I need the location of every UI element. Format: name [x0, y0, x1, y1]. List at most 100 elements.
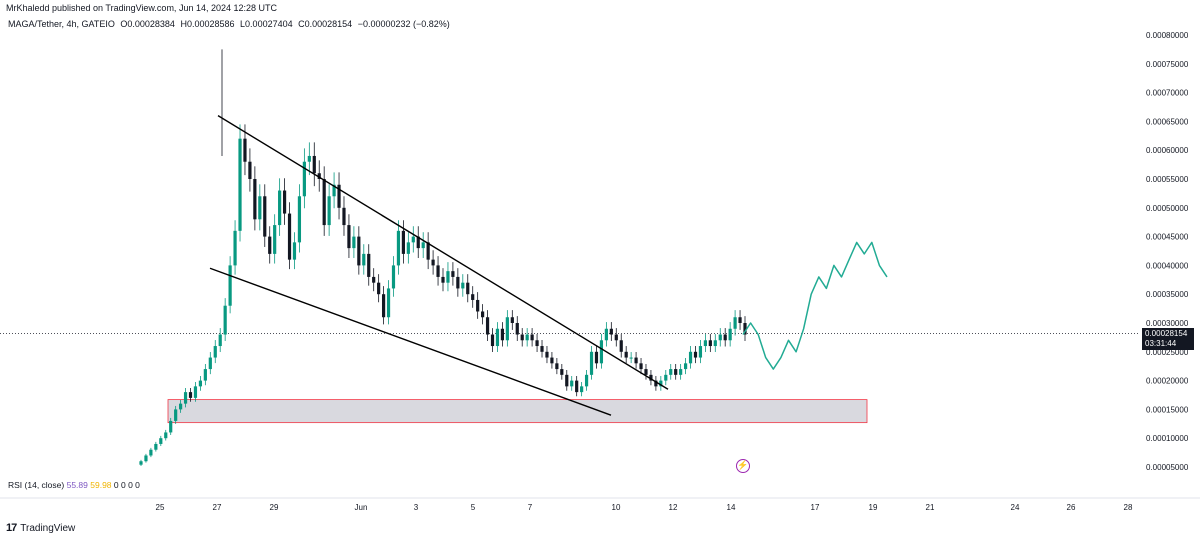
x-tick-label: Jun — [355, 503, 368, 512]
current-price-tag: 0.00028154 03:31:44 — [1142, 328, 1194, 350]
current-price-value: 0.00028154 — [1145, 329, 1188, 338]
candle-body — [733, 317, 737, 329]
candle-body — [659, 380, 663, 387]
x-tick-label: 17 — [811, 503, 820, 512]
candle-body — [421, 242, 425, 249]
y-tick-label: 0.00050000 — [1146, 204, 1189, 213]
candle-body — [664, 374, 668, 381]
lightning-icon[interactable]: ⚡ — [736, 459, 750, 473]
low-value: L0.00027404 — [240, 19, 293, 29]
candle-body — [649, 374, 653, 381]
x-tick-label: 10 — [612, 503, 621, 512]
candle-body — [604, 328, 608, 341]
rsi-legend: RSI (14, close) 55.89 59.98 0 0 0 0 — [8, 480, 140, 490]
candle-body — [159, 438, 163, 444]
rsi-zeros: 0 0 0 0 — [113, 480, 140, 490]
candle-body — [282, 190, 287, 214]
candle-body — [342, 207, 346, 226]
x-tick-label: 28 — [1124, 503, 1133, 512]
candle-body — [560, 369, 564, 375]
candle-body — [164, 432, 168, 439]
symbol-legend: MAGA/Tether, 4h, GATEIO O0.00028384 H0.0… — [8, 19, 453, 29]
y-tick-label: 0.00015000 — [1146, 405, 1189, 414]
rsi-ma-value: 59.98 — [90, 480, 112, 490]
candle-body — [396, 230, 401, 266]
x-tick-label: 25 — [156, 503, 165, 512]
y-tick-label: 0.00080000 — [1146, 31, 1189, 40]
candle-body — [377, 282, 381, 295]
candle-body — [367, 253, 371, 277]
candle-body — [198, 380, 203, 387]
brand-name[interactable]: TradingView — [20, 522, 76, 534]
candle-body — [144, 455, 148, 462]
candle-body — [391, 265, 396, 289]
candle-body — [179, 403, 183, 410]
candle-body — [555, 363, 559, 370]
candle-body — [332, 184, 336, 197]
lower-trendline — [209, 267, 612, 416]
candle-body — [679, 369, 683, 375]
y-tick-label: 0.00075000 — [1146, 60, 1189, 69]
candle-body — [500, 328, 505, 341]
candle-body — [337, 184, 341, 208]
candle-body — [238, 138, 242, 231]
x-tick-label: 14 — [727, 503, 736, 512]
candle-body — [208, 357, 212, 370]
candle-body — [540, 346, 544, 352]
x-tick-label: 5 — [471, 503, 476, 512]
candle-body — [485, 317, 490, 335]
candle-body — [292, 242, 297, 260]
candle-body — [263, 196, 267, 237]
candle-body — [307, 155, 311, 162]
candle-body — [490, 334, 495, 347]
candle-body — [481, 311, 485, 318]
x-tick-label: 3 — [414, 503, 419, 512]
candle-body — [614, 334, 618, 341]
candle-body — [669, 369, 673, 375]
candle-body — [693, 351, 698, 358]
candle-body — [743, 323, 747, 335]
candle-body — [535, 340, 539, 347]
x-tick-label: 26 — [1067, 503, 1076, 512]
forecast-path — [742, 241, 888, 370]
change-value: −0.00000232 (−0.82%) — [357, 19, 450, 29]
candle-body — [278, 190, 282, 226]
candle-body — [718, 334, 722, 341]
candle-body — [154, 443, 158, 450]
candle-body — [188, 392, 193, 398]
candle-body — [169, 420, 173, 433]
x-tick-label: 24 — [1011, 503, 1020, 512]
candle-body — [446, 271, 450, 283]
x-tick-label: 12 — [669, 503, 678, 512]
candle-body — [426, 242, 430, 260]
candle-body — [654, 380, 658, 387]
candle-body — [589, 351, 594, 375]
symbol-title[interactable]: MAGA/Tether, 4h, GATEIO — [8, 19, 115, 29]
candle-body — [253, 179, 257, 220]
x-tick-label: 7 — [528, 503, 533, 512]
candle-body — [381, 294, 386, 318]
candle-body — [674, 369, 678, 375]
candle-body — [411, 236, 415, 243]
high-value: H0.00028586 — [180, 19, 235, 29]
candle-body — [461, 282, 465, 289]
rsi-label[interactable]: RSI (14, close) — [8, 480, 65, 490]
candle-body — [634, 357, 638, 364]
candle-body — [698, 346, 703, 358]
candle-body — [431, 259, 435, 266]
y-tick-label: 0.00005000 — [1146, 463, 1189, 472]
candle-body — [273, 225, 277, 254]
candle-body — [139, 461, 143, 465]
candle-body — [476, 299, 480, 312]
candle-body — [297, 196, 302, 243]
x-tick-label: 21 — [926, 503, 935, 512]
candle-body — [619, 340, 623, 352]
candle-body — [416, 236, 420, 249]
tradingview-logo-icon[interactable]: 17 — [6, 522, 17, 534]
candle-body — [248, 161, 252, 179]
candle-body — [357, 236, 361, 266]
y-tick-label: 0.00065000 — [1146, 117, 1189, 126]
x-tick-label: 29 — [270, 503, 279, 512]
y-tick-label: 0.00055000 — [1146, 175, 1189, 184]
